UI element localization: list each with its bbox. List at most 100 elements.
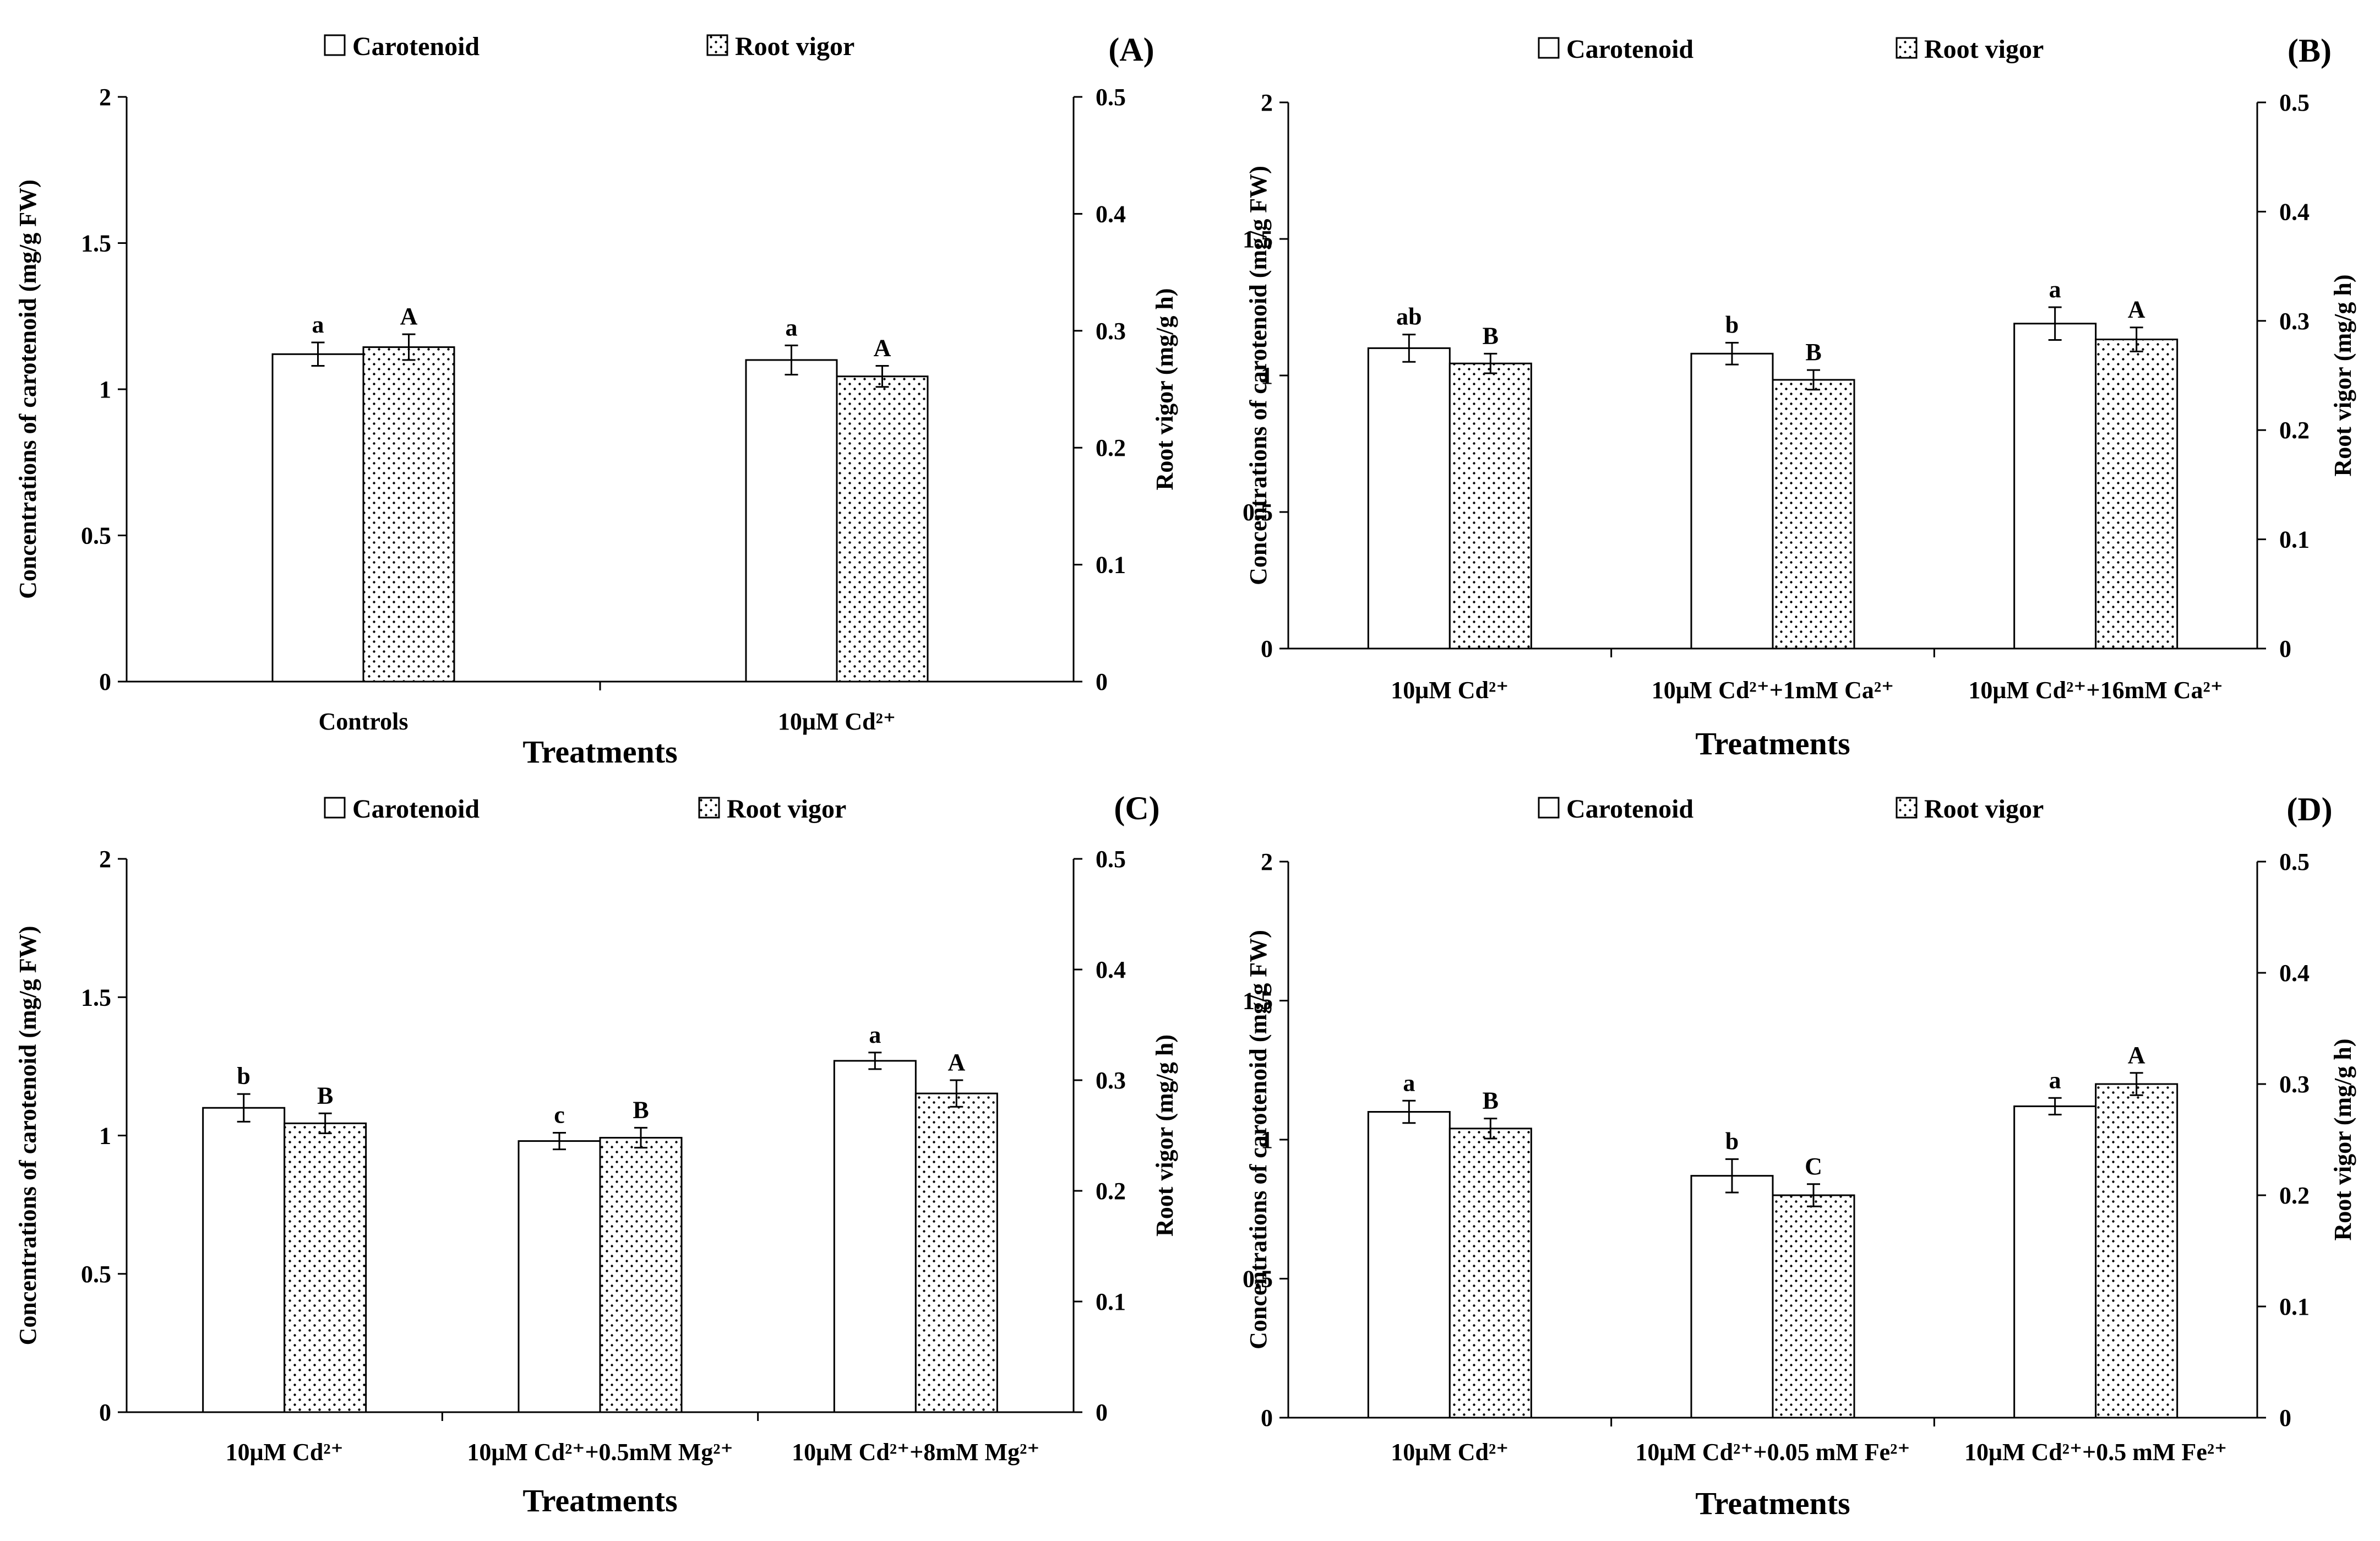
significance-letter: a: [1403, 1069, 1415, 1096]
category-label: 10μM Cd²⁺: [226, 1439, 344, 1466]
right-tick-label: 0.1: [2279, 526, 2310, 553]
right-tick-label: 0.2: [2279, 417, 2310, 444]
x-axis-title: Treatments: [522, 734, 677, 770]
legend-label: Root vigor: [727, 794, 846, 824]
left-tick-label: 0: [1261, 635, 1273, 662]
chart-panel-d: 0 0.5 1 1.5 2 0 0.1 0.2 0.3 0.4 0.5 10μM Cd²⁺ a B 10μM…: [1243, 791, 2356, 1521]
left-y-axis-title: Concentrations of carotenoid (mg/g FW): [14, 179, 41, 599]
right-tick-label: 0: [1096, 668, 1108, 695]
left-y-axis-title: Concentrations of carotenoid (mg/g FW): [1245, 166, 1272, 585]
carotenoid-bar: [1690, 1175, 1774, 1419]
legend-swatch-root-vigor: [698, 797, 720, 819]
carotenoid-bar: [271, 353, 364, 683]
root-vigor-bar: [284, 1122, 367, 1413]
significance-letter: b: [1725, 1128, 1739, 1155]
right-tick-label: 0.2: [1096, 1178, 1126, 1205]
category-label: 10μM Cd²⁺+16mM Ca²⁺: [1968, 677, 2223, 704]
right-tick-label: 0.1: [2279, 1293, 2310, 1320]
left-tick-label: 1: [1261, 362, 1273, 389]
carotenoid-bar: [2013, 323, 2097, 650]
significance-letter: A: [2128, 296, 2145, 323]
left-tick-label: 1.5: [1243, 226, 1273, 253]
left-tick-label: 0.5: [81, 1261, 111, 1288]
legend-swatch-carotenoid: [1538, 797, 1560, 819]
right-tick-label: 0.2: [1096, 434, 1126, 461]
root-vigor-bar: [1772, 1194, 1855, 1419]
panel-label: (D): [2286, 791, 2332, 827]
right-y-axis-title: Root vigor (mg/g h): [1151, 288, 1178, 490]
legend-label: Root vigor: [1924, 794, 2044, 824]
significance-letter: a: [312, 311, 324, 338]
right-tick-label: 0.5: [1096, 846, 1126, 873]
legend-swatch-root-vigor: [1896, 37, 1918, 59]
category-label: Controls: [319, 708, 409, 735]
left-tick-label: 1: [99, 1123, 111, 1150]
left-tick-label: 0.5: [1243, 1266, 1273, 1293]
category-label: 10μM Cd²⁺+0.5 mM Fe²⁺: [1964, 1439, 2227, 1466]
category-label: 10μM Cd²⁺+0.05 mM Fe²⁺: [1635, 1439, 1910, 1466]
left-tick-label: 2: [99, 84, 111, 111]
panel-label: (C): [1114, 790, 1159, 826]
legend-swatch-carotenoid: [324, 34, 346, 56]
category-label: 10μM Cd²⁺: [1391, 1439, 1508, 1466]
significance-letter: b: [237, 1063, 250, 1090]
carotenoid-bar: [518, 1140, 601, 1413]
right-tick-label: 0.5: [2279, 848, 2310, 875]
carotenoid-bar: [745, 359, 838, 683]
legend-swatch-carotenoid: [1538, 37, 1560, 59]
significance-letter: ab: [1396, 303, 1422, 330]
right-tick-label: 0.4: [1096, 200, 1126, 227]
left-tick-label: 0.5: [81, 522, 111, 549]
significance-letter: B: [1483, 322, 1499, 349]
legend-swatch-carotenoid: [324, 797, 346, 819]
category-label: 10μM Cd²⁺: [1391, 677, 1508, 704]
root-vigor-bar: [1448, 1128, 1532, 1419]
right-tick-label: 0.3: [2279, 308, 2310, 335]
left-tick-label: 0.5: [1243, 499, 1273, 526]
root-vigor-bar: [836, 375, 929, 683]
right-tick-label: 0.4: [1096, 956, 1126, 983]
right-tick-label: 0: [1096, 1399, 1108, 1426]
panel-label: (B): [2288, 32, 2332, 69]
significance-letter: B: [633, 1096, 649, 1123]
right-y-axis-title: Root vigor (mg/g h): [2329, 1038, 2356, 1240]
left-tick-label: 1.5: [81, 984, 111, 1011]
legend-swatch-root-vigor: [1896, 797, 1918, 819]
right-tick-label: 0.1: [1096, 552, 1126, 579]
significance-letter: a: [786, 314, 798, 341]
left-y-axis-title: Concentrations of carotenoid (mg/g FW): [1245, 930, 1272, 1349]
right-y-axis-title: Root vigor (mg/g h): [1151, 1034, 1178, 1237]
carotenoid-bar: [202, 1107, 286, 1413]
panel-label: (A): [1108, 31, 1154, 68]
right-tick-label: 0.3: [2279, 1071, 2310, 1098]
left-tick-label: 2: [1261, 89, 1273, 116]
category-label: 10μM Cd²⁺: [778, 708, 896, 735]
legend-label: Carotenoid: [1566, 794, 1693, 824]
carotenoid-bar: [2013, 1105, 2097, 1419]
right-tick-label: 0.1: [1096, 1288, 1126, 1315]
x-axis-title: Treatments: [1695, 726, 1850, 761]
category-label: 10μM Cd²⁺+1mM Ca²⁺: [1652, 677, 1894, 704]
significance-letter: A: [400, 303, 418, 330]
left-tick-label: 2: [99, 846, 111, 873]
root-vigor-bar: [362, 346, 455, 683]
root-vigor-bar: [2095, 1083, 2179, 1419]
carotenoid-bar: [1367, 1111, 1451, 1419]
right-tick-label: 0.4: [2279, 198, 2310, 225]
legend-label: Carotenoid: [1566, 35, 1693, 64]
category-label: 10μM Cd²⁺+8mM Mg²⁺: [792, 1439, 1039, 1466]
category-label: 10μM Cd²⁺+0.5mM Mg²⁺: [467, 1439, 733, 1466]
significance-letter: B: [317, 1082, 333, 1109]
left-tick-label: 0: [99, 1399, 111, 1426]
x-axis-title: Treatments: [1695, 1485, 1850, 1521]
significance-letter: B: [1805, 339, 1821, 366]
significance-letter: a: [2049, 276, 2061, 303]
left-y-axis-title: Concentrations of carotenoid (mg/g FW): [14, 926, 41, 1346]
legend-label: Root vigor: [735, 32, 854, 61]
right-tick-label: 0.3: [1096, 318, 1126, 345]
right-tick-label: 0.4: [2279, 960, 2310, 987]
significance-letter: b: [1725, 311, 1739, 338]
left-tick-label: 1: [99, 376, 111, 403]
